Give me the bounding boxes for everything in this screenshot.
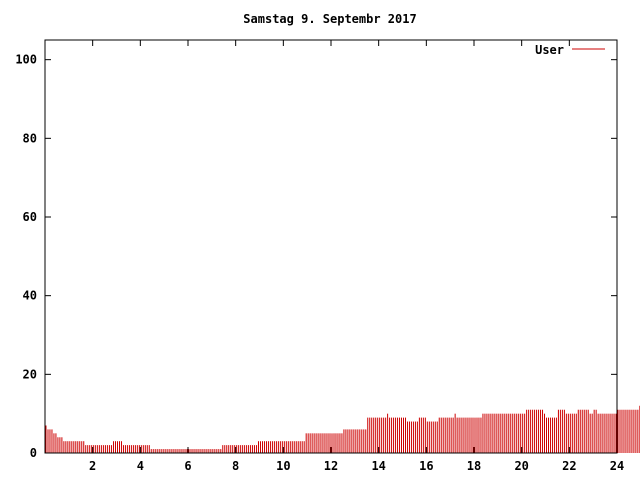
x-tick-label: 10: [276, 459, 290, 473]
y-tick-label: 40: [23, 289, 37, 303]
y-tick-label: 20: [23, 367, 37, 381]
y-tick-label: 100: [15, 53, 37, 67]
chart-title: Samstag 9. Septembr 2017: [243, 12, 416, 26]
y-tick-label: 80: [23, 131, 37, 145]
x-tick-label: 20: [514, 459, 528, 473]
x-tick-label: 12: [324, 459, 338, 473]
plot-frame: [44, 39, 618, 454]
legend: User: [535, 43, 605, 57]
x-tick-label: 14: [371, 459, 385, 473]
x-tick-label: 24: [610, 459, 624, 473]
legend-label: User: [535, 43, 564, 57]
x-tick-label: 8: [232, 459, 239, 473]
x-tick-label: 2: [89, 459, 96, 473]
bars-layer: [45, 405, 640, 453]
x-tick-label: 4: [137, 459, 144, 473]
y-tick-label: 60: [23, 210, 37, 224]
x-tick-label: 6: [184, 459, 191, 473]
x-tick-label: 18: [467, 459, 481, 473]
x-tick-label: 16: [419, 459, 433, 473]
x-tick-label: 22: [562, 459, 576, 473]
y-tick-label: 0: [30, 446, 37, 460]
